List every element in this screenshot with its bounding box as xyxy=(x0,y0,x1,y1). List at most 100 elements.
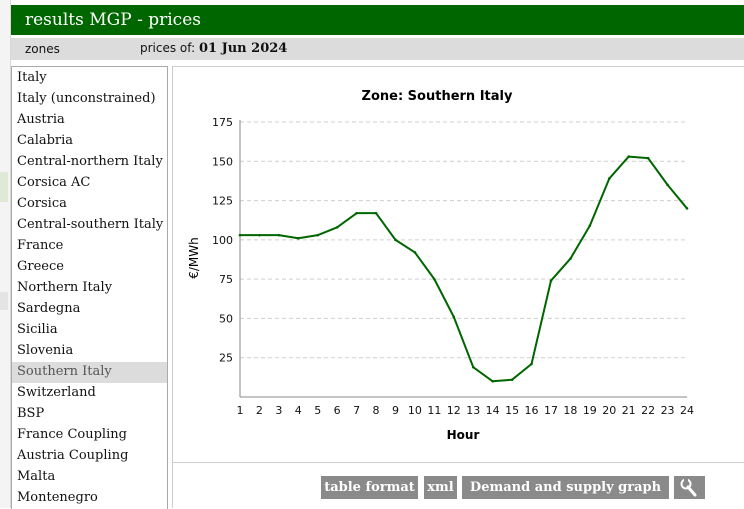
price-point xyxy=(374,211,378,215)
price-point xyxy=(471,365,475,369)
x-tick-label: 10 xyxy=(408,404,422,417)
zone-item-label: Greece xyxy=(17,259,64,274)
x-tick-label: 24 xyxy=(680,404,694,417)
price-point xyxy=(433,277,436,281)
prices-of-label: prices of: xyxy=(140,41,196,55)
price-point xyxy=(277,233,281,237)
zone-item[interactable]: BSP xyxy=(12,404,167,425)
zone-item[interactable]: Montenegro xyxy=(12,488,167,509)
x-tick-label: 2 xyxy=(256,404,263,417)
x-tick-label: 12 xyxy=(447,404,461,417)
zone-item[interactable]: Malta xyxy=(12,467,167,488)
x-tick-label: 17 xyxy=(544,404,558,417)
prices-date[interactable]: 01 Jun 2024 xyxy=(198,41,288,56)
left-edge-panel xyxy=(0,0,11,508)
tool-button[interactable] xyxy=(674,476,705,499)
zone-item[interactable]: Corsica AC xyxy=(12,173,167,194)
x-tick-label: 6 xyxy=(334,404,341,417)
zone-item[interactable]: Sicilia xyxy=(12,320,167,341)
x-tick-label: 5 xyxy=(314,404,321,417)
price-point xyxy=(569,257,572,261)
x-tick-label: 1 xyxy=(237,404,244,417)
price-point xyxy=(355,211,358,215)
price-point xyxy=(588,224,592,228)
price-point xyxy=(607,177,611,180)
price-point xyxy=(413,251,417,254)
x-tick-label: 15 xyxy=(505,404,519,417)
price-point xyxy=(685,207,689,210)
x-tick-label: 7 xyxy=(353,404,360,417)
y-tick-label: 50 xyxy=(219,312,233,325)
zone-item[interactable]: Northern Italy xyxy=(12,278,167,299)
zone-item-label: BSP xyxy=(17,406,45,421)
zone-item[interactable]: Switzerland xyxy=(12,383,167,404)
price-point xyxy=(666,183,669,187)
zone-item-label: Central-northern Italy xyxy=(17,154,163,169)
zone-item[interactable]: Sardegna xyxy=(12,299,167,320)
price-point xyxy=(297,236,300,240)
price-line-chart: Zone: Southern Italy €/MWh Hour 25507510… xyxy=(187,89,694,442)
y-tick-label: 75 xyxy=(219,273,233,286)
zone-item-label: Italy xyxy=(17,70,47,85)
price-point xyxy=(258,233,261,237)
zone-item-label: Switzerland xyxy=(17,385,96,400)
price-point xyxy=(549,279,553,283)
zone-item-label: Sardegna xyxy=(17,301,81,316)
y-axis-label: €/MWh xyxy=(187,237,201,279)
zone-item[interactable]: Calabria xyxy=(12,131,167,152)
grid-lines xyxy=(239,120,687,398)
xml-button[interactable]: xml xyxy=(424,476,457,499)
y-tick-label: 100 xyxy=(212,234,233,247)
zone-item[interactable]: Corsica xyxy=(12,194,167,215)
zone-item-label: Malta xyxy=(17,469,56,484)
button-bar xyxy=(172,462,744,508)
x-tick-label: 21 xyxy=(622,404,636,417)
series-layer xyxy=(238,155,689,383)
zone-list: Italy Italy (unconstrained) Austria Calabri… xyxy=(11,66,168,509)
price-point xyxy=(238,233,242,237)
x-tick-label: 9 xyxy=(392,404,399,417)
x-tick-label: 23 xyxy=(661,404,675,417)
zone-item-label: Sicilia xyxy=(17,322,58,337)
zone-item[interactable]: Austria xyxy=(12,110,167,131)
left-edge-shade xyxy=(0,292,8,310)
chart-panel: Zone: Southern Italy €/MWh Hour 25 50 75 10… xyxy=(172,66,744,463)
x-tick-label: 8 xyxy=(373,404,380,417)
price-point xyxy=(335,225,339,229)
zone-item[interactable]: Italy xyxy=(12,68,167,89)
price-point xyxy=(394,238,397,242)
price-point xyxy=(627,155,630,158)
zone-item[interactable]: Greece xyxy=(12,257,167,278)
x-tick-label: 3 xyxy=(275,404,282,417)
price-series-line xyxy=(240,155,688,383)
zone-item[interactable]: Slovenia xyxy=(12,341,167,362)
price-point xyxy=(646,156,650,160)
price-point xyxy=(491,379,494,383)
zone-item[interactable]: France xyxy=(12,236,167,257)
zone-item[interactable]: Southern Italy xyxy=(12,362,167,383)
zone-item[interactable]: Central-southern Italy xyxy=(12,215,167,236)
table-format-button[interactable]: table format xyxy=(321,476,418,499)
zone-item[interactable]: France Coupling xyxy=(12,425,167,446)
y-tick-label: 150 xyxy=(212,155,233,168)
zone-item[interactable]: Austria Coupling xyxy=(12,446,167,467)
y-tick-label: 25 xyxy=(219,352,233,365)
zone-item[interactable]: Central-northern Italy xyxy=(12,152,167,173)
page-header: results MGP - prices xyxy=(11,5,744,35)
sub-header-bar: zones prices of: 01 Jun 2024 xyxy=(11,38,744,60)
zone-item[interactable]: Italy (unconstrained) xyxy=(12,89,167,110)
x-tick-label: 14 xyxy=(486,404,500,417)
demand-supply-graph-button[interactable]: Demand and supply graph xyxy=(462,476,669,499)
wrench-icon xyxy=(680,478,697,497)
x-tick-label: 20 xyxy=(602,404,616,417)
x-tick-label: 19 xyxy=(583,404,597,417)
x-tick-label: 18 xyxy=(563,404,577,417)
zones-label: zones xyxy=(25,42,60,56)
zone-item-label: Slovenia xyxy=(17,343,74,358)
x-tick-label: 4 xyxy=(295,404,302,417)
prices-of: prices of: 01 Jun 2024 xyxy=(140,41,287,56)
zone-item-label: Calabria xyxy=(17,133,74,148)
price-point xyxy=(530,362,533,366)
zone-item-label: Northern Italy xyxy=(17,280,113,295)
